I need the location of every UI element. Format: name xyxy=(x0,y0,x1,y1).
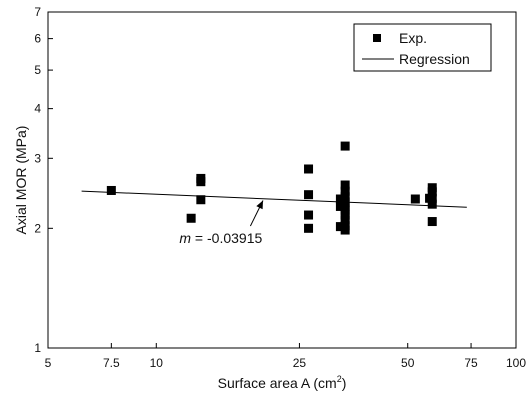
data-point xyxy=(410,194,420,204)
y-tick-label: 4 xyxy=(34,102,41,116)
legend-label-regression: Regression xyxy=(399,51,470,67)
data-point xyxy=(340,192,350,202)
legend-label-exp: Exp. xyxy=(399,30,427,46)
y-axis-title: Axial MOR (MPa) xyxy=(13,126,29,235)
annotation-value: = -0.03915 xyxy=(191,230,262,246)
x-axis-title: Surface area A (cm2) xyxy=(218,374,347,391)
data-point xyxy=(304,223,314,233)
data-point xyxy=(106,185,116,195)
x-tick-label: 5 xyxy=(45,356,52,370)
legend-box xyxy=(353,23,492,72)
x-tick-label: 50 xyxy=(401,356,415,370)
data-point xyxy=(340,210,350,220)
y-axis: 1 2 3 4 5 6 7 xyxy=(34,5,53,355)
data-point xyxy=(304,190,314,200)
data-point xyxy=(340,197,350,207)
data-point xyxy=(340,225,350,235)
x-tick-label: 25 xyxy=(293,356,307,370)
y-tick-label: 7 xyxy=(34,5,41,19)
annotation-slope: m = -0.03915 xyxy=(179,230,262,246)
x-axis-title-main: Surface area A (cm xyxy=(218,375,337,391)
y-tick-label: 3 xyxy=(34,151,41,165)
x-axis-title-sup: 2 xyxy=(337,374,342,384)
data-point xyxy=(427,217,437,227)
y-tick-label: 5 xyxy=(34,63,41,77)
x-tick-label: 75 xyxy=(464,356,478,370)
data-point xyxy=(304,210,314,220)
data-point xyxy=(335,222,345,232)
y-tick-label: 1 xyxy=(34,341,41,355)
x-axis-title-close: ) xyxy=(342,375,347,391)
data-point xyxy=(196,177,206,187)
annotation-prefix: m xyxy=(179,230,191,246)
x-tick-label: 100 xyxy=(506,356,526,370)
data-point xyxy=(340,186,350,196)
data-point xyxy=(340,180,350,190)
data-point xyxy=(335,201,345,211)
data-point xyxy=(427,199,437,209)
x-axis: 5 7.5 10 25 50 75 100 xyxy=(45,343,526,370)
x-tick-label: 10 xyxy=(150,356,164,370)
data-points xyxy=(106,141,437,235)
y-tick-label: 6 xyxy=(34,32,41,46)
data-point xyxy=(340,141,350,151)
regression-line xyxy=(81,190,467,208)
data-point xyxy=(340,215,350,225)
data-point xyxy=(186,213,196,223)
y-tick-label: 2 xyxy=(34,221,41,235)
data-point xyxy=(427,187,437,197)
data-point xyxy=(304,164,314,174)
annotation-arrowhead xyxy=(256,200,263,210)
data-point xyxy=(340,205,350,215)
data-point xyxy=(425,193,435,203)
x-tick-label: 7.5 xyxy=(103,356,120,370)
legend: Exp. Regression xyxy=(353,23,492,72)
legend-marker-exp xyxy=(373,34,381,42)
data-point xyxy=(335,194,345,204)
plot-frame xyxy=(47,11,517,349)
data-point xyxy=(196,195,206,205)
